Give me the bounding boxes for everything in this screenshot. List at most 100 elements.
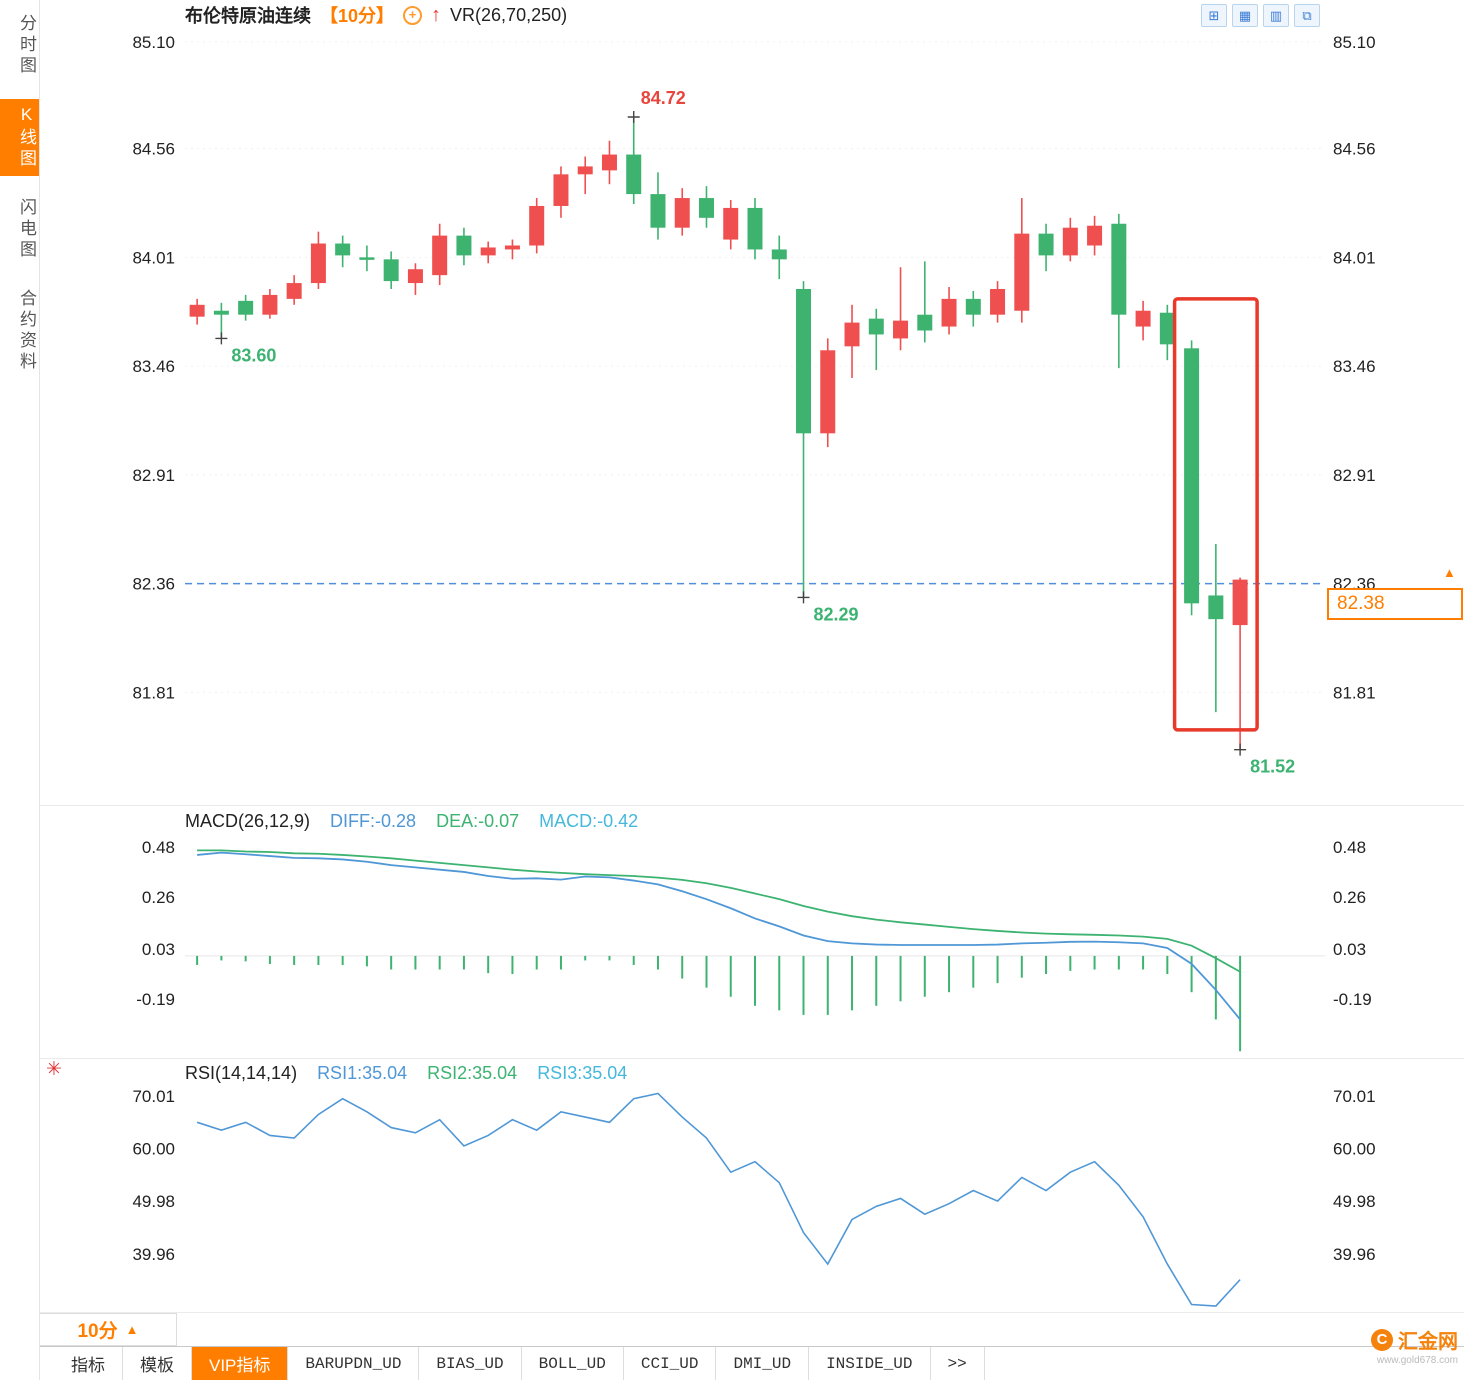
macd-diff-value: DIFF:-0.28 <box>330 811 417 831</box>
price-up-arrow-icon: ▲ <box>1443 564 1456 580</box>
candlestick-chart[interactable]: 85.10 85.10 84.56 84.56 84.01 84.01 83.46 83.46… <box>0 30 1464 805</box>
period-selector[interactable]: 10分 ▲ <box>40 1313 177 1346</box>
price-axis-label: 84.56 <box>132 140 175 159</box>
sidebar-tab-kline-chart[interactable]: K线图 <box>0 99 39 176</box>
candle-body <box>456 235 472 256</box>
tab-more[interactable]: >> <box>931 1347 985 1380</box>
tab-templates[interactable]: 模板 <box>123 1347 192 1380</box>
indicator-tab-bar: 指标 模板 VIP指标 BARUPDN_UD BIAS_UD BOLL_UD C… <box>40 1346 1464 1380</box>
current-price-badge: 82.38 <box>1327 587 1463 620</box>
macd-chart[interactable]: 0.48 0.48 0.26 0.26 0.03 0.03 -0.19 -0.19 <box>0 805 1464 1058</box>
panel-divider <box>40 1058 1464 1059</box>
rsi-header: RSI(14,14,14) RSI1:35.04 RSI2:35.04 RSI3… <box>185 1063 627 1084</box>
candle-body <box>917 314 933 331</box>
chart-toolbar: ⊞ ▦ ▥ ⧉ <box>1201 4 1320 27</box>
macd-value: MACD:-0.42 <box>539 811 639 831</box>
rsi3-value: RSI3:35.04 <box>537 1063 628 1083</box>
indicator-settings-icon[interactable]: ✳ <box>46 1059 62 1080</box>
price-axis-label: 81.81 <box>132 683 175 702</box>
rsi-axis-label: 39.96 <box>1333 1245 1376 1264</box>
candle-body <box>893 320 909 339</box>
candle-body <box>359 257 375 260</box>
candle-body <box>965 298 981 315</box>
macd-header: MACD(26,12,9) DIFF:-0.28 DEA:-0.07 MACD:… <box>185 811 638 832</box>
tab-cci-ud[interactable]: CCI_UD <box>624 1347 717 1380</box>
vr-indicator-label: VR(26,70,250) <box>450 4 568 25</box>
rsi2-value: RSI2:35.04 <box>427 1063 518 1083</box>
panel-divider <box>40 805 1464 806</box>
price-axis-label: 84.01 <box>1333 248 1376 267</box>
rsi-axis-label: 70.01 <box>132 1087 175 1106</box>
tab-indicators[interactable]: 指标 <box>54 1347 123 1380</box>
up-arrow-icon: ↑ <box>431 4 442 26</box>
rsi-axis-label: 60.00 <box>132 1140 175 1159</box>
new-window-icon[interactable]: ⧉ <box>1294 4 1320 27</box>
macd-dea-value: DEA:-0.07 <box>436 811 520 831</box>
candle-body <box>941 298 957 327</box>
price-axis-label: 84.56 <box>1333 140 1376 159</box>
macd-axis-label: 0.48 <box>142 838 175 857</box>
candle-body <box>577 166 593 175</box>
dea-line <box>197 849 1241 973</box>
macd-axis-label: 0.03 <box>1333 940 1366 959</box>
tab-inside-ud[interactable]: INSIDE_UD <box>809 1347 931 1380</box>
macd-axis-label: -0.19 <box>136 990 175 1009</box>
tab-dmi-ud[interactable]: DMI_UD <box>716 1347 810 1380</box>
highlight-box <box>1172 297 1259 732</box>
extreme-marker <box>627 110 640 123</box>
multi-chart-icon[interactable]: ▦ <box>1232 4 1258 27</box>
rsi1-value: RSI1:35.04 <box>317 1063 408 1083</box>
candle-body <box>1062 227 1078 256</box>
candle-body <box>1232 579 1248 626</box>
sidebar-tab-lightning-chart[interactable]: 闪电图 <box>17 198 36 261</box>
price-axis-label: 82.91 <box>1333 466 1376 485</box>
sidebar-tab-time-chart[interactable]: 分时图 <box>17 14 36 77</box>
candle-body <box>723 207 739 240</box>
candle-body <box>504 245 520 250</box>
rsi-chart[interactable]: 70.01 70.01 60.00 60.00 49.98 49.98 39.96 39.96 <box>0 1060 1464 1310</box>
candle-body <box>601 154 617 171</box>
candle-body <box>1014 233 1030 311</box>
tab-boll-ud[interactable]: BOLL_UD <box>522 1347 624 1380</box>
sidebar-tab-contract-info[interactable]: 合约资料 <box>17 289 36 373</box>
candle-body <box>868 318 884 335</box>
price-annotation: 82.29 <box>814 604 859 624</box>
rsi-axis-label: 49.98 <box>132 1192 175 1211</box>
candle-body <box>626 154 642 195</box>
price-axis-label: 84.01 <box>132 248 175 267</box>
macd-axis-label: 0.48 <box>1333 838 1366 857</box>
add-indicator-icon[interactable]: + <box>403 5 423 25</box>
candle-body <box>1184 348 1200 604</box>
rsi-axis-label: 49.98 <box>1333 1192 1376 1211</box>
site-watermark: C 汇金网 www.gold678.com <box>1371 1325 1458 1366</box>
bar-chart-icon[interactable]: ▥ <box>1263 4 1289 27</box>
candle-body <box>1111 223 1127 315</box>
candle-body <box>407 269 423 284</box>
macd-params-label: MACD(26,12,9) <box>185 811 311 831</box>
candle-body <box>747 207 763 250</box>
candle-body <box>844 322 860 347</box>
macd-axis-label: -0.19 <box>1333 990 1372 1009</box>
candle-body <box>698 198 714 218</box>
candle-body <box>310 243 326 284</box>
candle-body <box>480 247 496 256</box>
candle-body <box>213 310 229 315</box>
price-axis-label: 83.46 <box>1333 357 1376 376</box>
tab-barupdn-ud[interactable]: BARUPDN_UD <box>288 1347 420 1380</box>
price-axis-label: 83.46 <box>132 357 175 376</box>
candle-body <box>432 235 448 276</box>
period-value: 10分 <box>77 1321 118 1342</box>
candle-body <box>674 198 690 228</box>
site-url: www.gold678.com <box>1376 1355 1458 1366</box>
rsi-params-label: RSI(14,14,14) <box>185 1063 298 1083</box>
site-name: 汇金网 <box>1398 1331 1458 1353</box>
price-axis-label: 81.81 <box>1333 683 1376 702</box>
price-annotation: 81.52 <box>1250 757 1295 777</box>
candle-body <box>990 288 1006 315</box>
grid-layout-icon[interactable]: ⊞ <box>1201 4 1227 27</box>
rsi-axis-label: 60.00 <box>1333 1140 1376 1159</box>
candle-body <box>820 350 836 434</box>
candle-body <box>238 300 254 315</box>
tab-vip-indicators[interactable]: VIP指标 <box>192 1347 289 1380</box>
tab-bias-ud[interactable]: BIAS_UD <box>419 1347 522 1380</box>
